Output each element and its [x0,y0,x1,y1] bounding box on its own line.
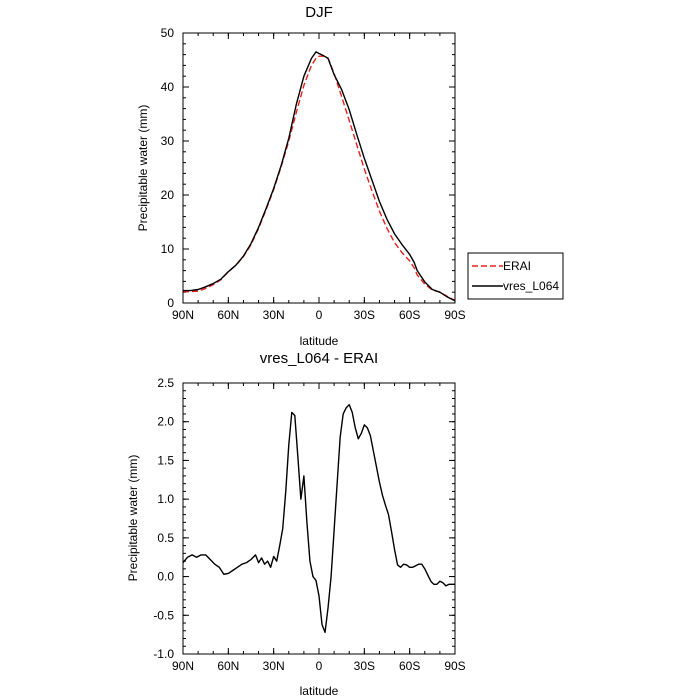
chart-title: vres_L064 - ERAI [260,350,378,367]
plot-frame [182,382,456,655]
x-axis-label: latitude [300,334,339,348]
chart-difference: vres_L064 - ERAI 90N 60N 30N 0 30S 60S 90S -1.0… [126,350,466,698]
y-tick-label: 0 [167,296,174,310]
plot-frame [182,32,456,304]
y-tick-label: 40 [161,80,175,94]
y-axis-label: Precipitable water (mm) [136,105,150,232]
series-layer [182,403,455,634]
series-line-difference [182,403,455,634]
x-tick-label: 90S [444,308,465,322]
y-tick-label: 0.0 [157,570,174,584]
legend: ERAI vres_L064 [467,252,564,300]
x-tick-label: 30N [263,308,285,322]
x-tick-label: 0 [316,659,323,673]
x-tick-label: 60N [217,308,239,322]
x-tick-label: 90N [172,659,194,673]
y-tick-label: 1.0 [157,492,174,506]
y-tick-label: 1.5 [157,453,174,467]
legend-box [467,252,564,300]
ticks-layer: 90N 60N 30N 0 30S 60S 90S 0 10 20 30 40 50 [161,26,466,322]
y-tick-label: -1.0 [153,647,174,661]
y-axis-label: Precipitable water (mm) [126,455,140,582]
x-tick-label: 60N [217,659,239,673]
x-tick-label: 60S [399,308,420,322]
x-tick-label: 0 [316,308,323,322]
y-tick-label: 2.0 [157,415,174,429]
series-line-vres-l064 [183,51,456,302]
chart-title: DJF [305,4,333,21]
y-tick-label: 30 [161,134,175,148]
ticks-layer: 90N 60N 30N 0 30S 60S 90S -1.0 -0.5 0.0 0.5 1.0 1.5 2… [153,376,465,673]
legend-label-erai: ERAI [503,259,531,273]
x-axis-label: latitude [300,684,339,698]
legend-label-vres-l064: vres_L064 [503,279,559,293]
y-tick-label: 0.5 [157,531,174,545]
x-tick-label: 60S [399,659,420,673]
x-tick-label: 90S [444,659,465,673]
y-tick-label: 10 [161,242,175,256]
x-tick-label: 30S [354,659,375,673]
y-tick-label: 20 [161,188,175,202]
x-tick-label: 90N [172,308,194,322]
y-tick-label: 2.5 [157,376,174,390]
series-layer [183,51,456,302]
y-tick-label: -0.5 [153,608,174,622]
x-tick-label: 30S [354,308,375,322]
x-tick-label: 30N [263,659,285,673]
chart-djf: DJF 90N 60N 30N 0 30S 60S 90S 0 10 20 30 40 50 latit… [136,4,564,348]
y-tick-label: 50 [161,26,175,40]
